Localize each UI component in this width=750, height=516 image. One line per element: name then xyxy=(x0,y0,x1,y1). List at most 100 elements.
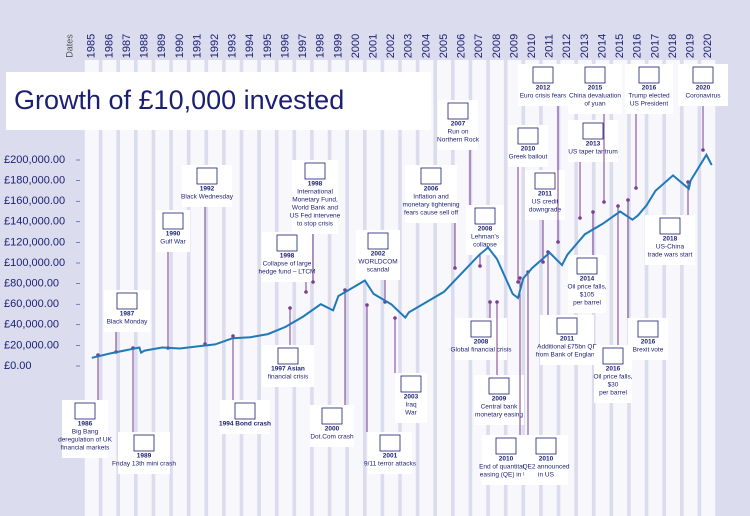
x-axis-label: Dates xyxy=(64,34,74,58)
annotation-box xyxy=(508,125,548,167)
annotation-box xyxy=(395,373,427,423)
x-tick-label: 2018 xyxy=(667,34,679,58)
y-tick-label: £100,000.00 xyxy=(4,257,65,269)
annotation-text: of yuan xyxy=(584,101,606,108)
annotation-text: Euro crisis fears xyxy=(520,93,567,100)
annotation-text: financial markets xyxy=(61,445,111,452)
annotation-text: 2010 xyxy=(539,456,554,463)
x-tick-label: 2004 xyxy=(420,34,432,58)
annotation-text: War xyxy=(405,410,418,417)
annotation-icon xyxy=(234,402,256,420)
annotation-dot xyxy=(311,280,315,284)
x-tick-label: 1988 xyxy=(139,34,151,58)
annotation-box xyxy=(405,165,457,223)
annotation-text: 2011 xyxy=(560,336,574,343)
x-tick-label: 2009 xyxy=(508,34,520,58)
x-tick-label: 2011 xyxy=(544,34,556,58)
annotation-dot xyxy=(602,200,606,204)
annotation-dot xyxy=(495,300,499,304)
x-tick-label: 2006 xyxy=(456,34,468,58)
annotation-dot xyxy=(288,306,292,310)
annotation-text: 2003 xyxy=(404,394,419,401)
annotation-text: trade wars start xyxy=(648,252,693,259)
annotation-box xyxy=(118,432,170,474)
annotation-box xyxy=(62,400,108,458)
annotation-text: World Bank and xyxy=(292,205,339,212)
annotation-dot xyxy=(626,198,630,202)
annotation-box xyxy=(594,345,632,403)
line xyxy=(91,152,713,359)
annotation-text: Oil price falls, xyxy=(567,284,606,291)
annotation-text: 2018 xyxy=(663,236,678,243)
annotation-text: 1987 xyxy=(120,311,135,318)
x-tick-label: 1991 xyxy=(191,34,203,58)
x-tick-label: 1995 xyxy=(262,34,274,58)
annotation-text: QE2 announced xyxy=(523,464,570,471)
annotation-box xyxy=(628,318,668,360)
year-band xyxy=(278,60,293,516)
year-band xyxy=(384,60,399,516)
annotation-text: 1998 xyxy=(280,253,295,260)
annotation-icon xyxy=(276,234,298,252)
annotation-dot xyxy=(541,260,545,264)
annotation-text: US credit xyxy=(532,199,559,206)
annotation-text: 1992 xyxy=(200,186,215,193)
x-tick-label: 2005 xyxy=(438,34,450,58)
annotation-icon xyxy=(116,292,138,310)
annotation-icon xyxy=(447,102,469,120)
annotation-text: 1986 xyxy=(78,421,93,428)
annotation-dot xyxy=(365,303,369,307)
year-band xyxy=(630,60,645,516)
annotation-text: per barrel xyxy=(573,300,601,307)
annotation-text: Lehman's xyxy=(471,234,500,241)
annotation-text: from Bank of England xyxy=(536,352,599,359)
annotation-box xyxy=(356,230,400,280)
annotation-text: 2008 xyxy=(478,226,493,233)
annotation-text: $30 xyxy=(608,382,619,389)
annotation-text: 2006 xyxy=(424,186,439,193)
annotation-icon xyxy=(638,66,660,84)
annotation-text: 1989 xyxy=(137,453,152,460)
annotation-box xyxy=(104,290,150,332)
annotation-box xyxy=(625,64,673,114)
annotation-text: 1994 Bond crash xyxy=(219,421,271,428)
x-tick-label: 2012 xyxy=(561,34,573,58)
annotation-box xyxy=(474,375,524,425)
annotation-box xyxy=(524,435,568,485)
annotation-box xyxy=(182,165,232,207)
annotation-text: monetary tightening xyxy=(402,202,459,209)
annotation-icon xyxy=(379,434,401,452)
annotation-icon xyxy=(692,66,714,84)
annotation-icon xyxy=(532,66,554,84)
year-band xyxy=(683,60,698,516)
x-tick-label: 1985 xyxy=(86,34,98,58)
annotation-dot xyxy=(701,148,705,152)
y-tick-label: £20,000.00 xyxy=(4,339,59,351)
x-tick-label: 2015 xyxy=(614,34,626,58)
annotation-box xyxy=(262,232,312,282)
annotation-text: 2009 xyxy=(492,396,507,403)
annotation-text: Black Wednesday xyxy=(181,194,234,201)
annotation-text: US-China xyxy=(656,244,685,251)
annotation-icon xyxy=(321,407,343,425)
annotation-text: 2016 xyxy=(642,85,657,92)
annotation-box xyxy=(482,435,530,485)
annotation-icon xyxy=(304,162,326,180)
annotation-dot xyxy=(518,276,522,280)
annotation-text: Additional £75bn QE xyxy=(537,344,597,351)
